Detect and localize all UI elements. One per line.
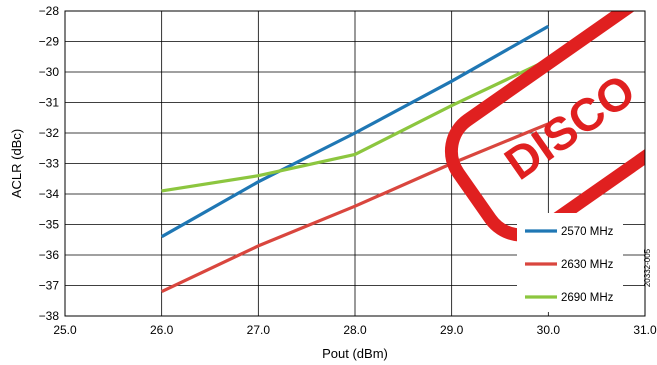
x-axis-label: Pout (dBm) [322, 346, 388, 361]
series-layer [160, 24, 550, 294]
y-tick-label: −34 [39, 187, 60, 201]
y-axis-label: ACLR (dBc) [9, 129, 24, 198]
plot-frame [64, 10, 646, 317]
y-tick-label: −33 [39, 157, 60, 171]
legend-label: 2690 MHz [561, 292, 614, 304]
series-line-2690-mhz [161, 58, 549, 193]
y-tick-label: −36 [39, 248, 60, 262]
y-tick-label: −37 [39, 279, 60, 293]
x-tick-label: 31.0 [633, 323, 657, 337]
y-tick-label: −30 [39, 65, 60, 79]
series-line-2630-mhz [161, 122, 549, 294]
stamp-border [444, 11, 645, 242]
x-tick-label: 29.0 [440, 323, 464, 337]
y-tick-label: −35 [39, 218, 60, 232]
series-line-2570-mhz [160, 24, 550, 239]
x-tick-label: 25.0 [53, 323, 77, 337]
y-tick-label: −28 [39, 4, 60, 18]
figure-id: 20332-005 [643, 248, 652, 287]
y-tick-label: −38 [39, 309, 60, 323]
y-tick-label: −31 [39, 96, 60, 110]
x-tick-label: 27.0 [247, 323, 271, 337]
legend-label: 2570 MHz [561, 226, 614, 238]
legend: 2570 MHz 2630 MHz 2690 MHz [517, 213, 623, 312]
y-tick-label: −32 [39, 126, 60, 140]
x-tick-labels: 25.0 26.0 27.0 28.0 29.0 30.0 31.0 [53, 323, 657, 337]
x-tick-label: 28.0 [343, 323, 367, 337]
y-tick-labels: −28 −29 −30 −31 −32 −33 −34 −35 −36 −37 −38 [39, 4, 60, 323]
x-tick-label: 30.0 [537, 323, 561, 337]
x-tick-label: 26.0 [150, 323, 174, 337]
y-tick-label: −29 [39, 35, 60, 49]
legend-label: 2630 MHz [561, 259, 614, 271]
